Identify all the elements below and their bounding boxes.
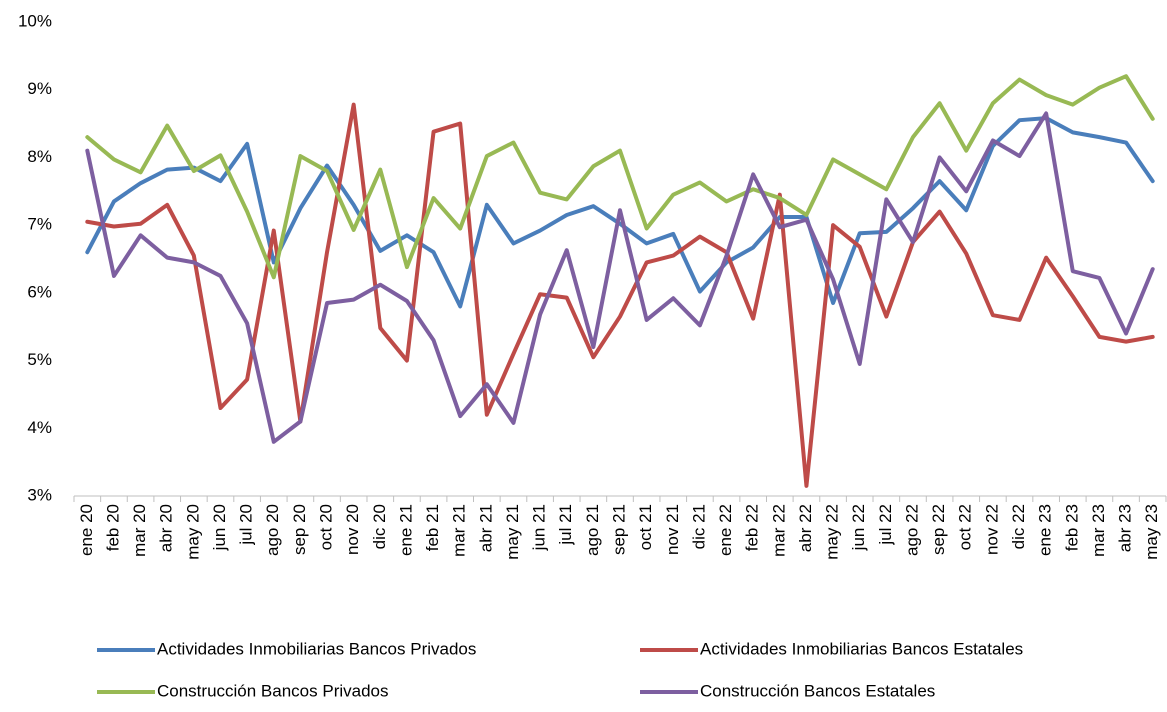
- x-tick-label: ene 21: [396, 504, 415, 556]
- x-tick-label: oct 21: [636, 504, 655, 550]
- x-tick-label: abr 22: [796, 504, 815, 552]
- x-tick-label: dic 21: [689, 504, 708, 549]
- x-tick-label: oct 22: [956, 504, 975, 550]
- x-tick-label: may 20: [183, 504, 202, 560]
- y-tick-label: 10%: [18, 11, 52, 30]
- x-tick-label: abr 21: [476, 504, 495, 552]
- x-tick-label: ago 22: [902, 504, 921, 556]
- series-line: [85, 102, 1155, 488]
- x-tick-label: jun 20: [210, 504, 229, 551]
- x-tick-label: abr 23: [1116, 504, 1135, 552]
- x-tick-label: mar 21: [450, 504, 469, 557]
- x-tick-label: sep 22: [929, 504, 948, 555]
- x-tick-label: jul 20: [237, 504, 256, 546]
- x-tick-label: jul 22: [876, 504, 895, 546]
- y-tick-label: 8%: [27, 147, 52, 166]
- x-tick-label: feb 21: [423, 504, 442, 551]
- x-tick-label: nov 22: [982, 504, 1001, 555]
- x-tick-label: jul 21: [556, 504, 575, 546]
- series-line: [85, 116, 1155, 309]
- y-tick-label: 5%: [27, 350, 52, 369]
- x-tick-label: mar 23: [1089, 504, 1108, 557]
- x-tick-label: dic 20: [370, 504, 389, 549]
- x-tick-label: feb 22: [743, 504, 762, 551]
- legend-label: Construcción Bancos Privados: [157, 681, 389, 700]
- x-tick-label: nov 20: [343, 504, 362, 555]
- y-tick-label: 6%: [27, 282, 52, 301]
- x-tick-label: may 21: [503, 504, 522, 560]
- x-tick-label: ene 23: [1036, 504, 1055, 556]
- x-tick-label: nov 21: [663, 504, 682, 555]
- y-tick-label: 9%: [27, 79, 52, 98]
- legend-label: Actividades Inmobiliarias Bancos Estatal…: [700, 639, 1023, 658]
- x-tick-label: may 23: [1142, 504, 1161, 560]
- x-tick-label: dic 22: [1009, 504, 1028, 549]
- x-tick-label: ago 20: [263, 504, 282, 556]
- x-tick-label: mar 20: [130, 504, 149, 557]
- x-tick-label: feb 23: [1062, 504, 1081, 551]
- x-tick-label: oct 20: [317, 504, 336, 550]
- series-line: [85, 111, 1155, 444]
- x-tick-label: ene 20: [77, 504, 96, 556]
- x-tick-label: feb 20: [103, 504, 122, 551]
- x-tick-label: mar 22: [769, 504, 788, 557]
- x-tick-label: ago 21: [583, 504, 602, 556]
- x-tick-label: sep 20: [290, 504, 309, 555]
- x-tick-label: jun 21: [530, 504, 549, 551]
- x-tick-label: jun 22: [849, 504, 868, 551]
- x-tick-label: may 22: [823, 504, 842, 560]
- x-tick-label: sep 21: [609, 504, 628, 555]
- y-tick-label: 7%: [27, 215, 52, 234]
- legend-label: Construcción Bancos Estatales: [700, 681, 935, 700]
- legend-label: Actividades Inmobiliarias Bancos Privado…: [157, 639, 476, 658]
- y-tick-label: 3%: [27, 485, 52, 504]
- x-tick-label: abr 20: [157, 504, 176, 552]
- y-tick-label: 4%: [27, 418, 52, 437]
- x-tick-label: ene 22: [716, 504, 735, 556]
- series-line: [85, 74, 1155, 280]
